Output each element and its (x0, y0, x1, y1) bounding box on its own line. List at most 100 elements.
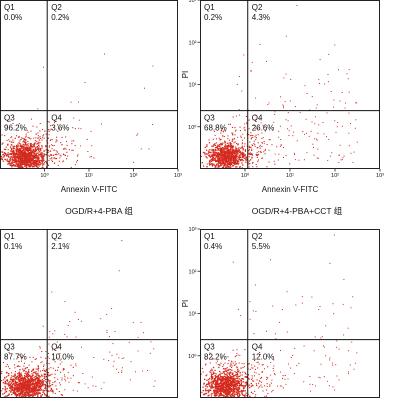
event-dot (241, 391, 243, 393)
event-dot (19, 365, 21, 367)
event-dot (28, 158, 31, 161)
event-dot (49, 140, 51, 142)
event-dot (230, 372, 232, 374)
event-dot (40, 155, 42, 157)
event-dot (248, 148, 250, 150)
event-dot (217, 383, 219, 385)
event-dot (22, 378, 24, 380)
event-dot (121, 367, 123, 369)
event-dot (26, 387, 28, 389)
event-dot (237, 368, 239, 370)
event-dot (44, 373, 46, 375)
event-dot (223, 161, 225, 164)
event-dot (339, 100, 341, 102)
event-dot (244, 143, 246, 145)
event-dot (252, 385, 254, 387)
event-dot (217, 378, 219, 380)
event-dot (227, 377, 229, 379)
event-dot (269, 384, 271, 386)
event-dot (228, 144, 230, 146)
event-dot (36, 393, 38, 395)
event-dot (237, 373, 239, 375)
event-dot (30, 376, 32, 378)
event-dot (202, 165, 205, 167)
event-dot (212, 155, 214, 157)
event-dot (121, 371, 122, 373)
event-dot (42, 163, 44, 165)
event-dot (18, 154, 20, 156)
event-dot (264, 150, 266, 152)
event-dot (285, 35, 287, 37)
event-dot (18, 166, 20, 168)
event-dot (23, 381, 26, 383)
event-dot (235, 159, 237, 161)
event-dot (9, 140, 11, 142)
event-dot (5, 396, 7, 398)
event-dot (218, 154, 220, 156)
event-dot (17, 160, 20, 162)
event-dot (27, 158, 29, 160)
event-dot (35, 388, 37, 390)
event-dot (211, 158, 214, 160)
event-dot (89, 156, 91, 158)
event-dot (29, 156, 31, 158)
event-dot (240, 315, 242, 317)
event-dot (52, 367, 54, 369)
event-dot (20, 146, 23, 148)
event-dot (52, 391, 54, 393)
event-dot (212, 386, 214, 388)
event-dot (237, 374, 239, 376)
event-dot (16, 135, 18, 137)
event-dot (55, 150, 57, 152)
event-dot (87, 151, 89, 153)
event-dot (20, 145, 23, 147)
event-dot (12, 145, 14, 147)
event-dot (14, 371, 16, 373)
event-dot (17, 385, 19, 388)
event-dot (233, 162, 236, 164)
event-dot (18, 158, 20, 160)
event-dot (219, 162, 221, 164)
event-dot (203, 383, 205, 385)
event-dot (233, 381, 235, 383)
event-dot (214, 159, 217, 161)
event-dot (206, 144, 208, 146)
event-dot (261, 364, 263, 366)
event-dot (282, 387, 284, 389)
event-dot (224, 160, 226, 162)
event-dot (15, 385, 17, 387)
event-dot (5, 382, 7, 384)
y-tick-label: 10² (189, 269, 197, 275)
event-dot (311, 296, 313, 298)
event-dot (249, 163, 251, 165)
event-dot (32, 372, 34, 374)
event-dot (348, 371, 349, 373)
event-dot (11, 166, 13, 168)
event-dot (54, 377, 56, 379)
event-dot (244, 155, 246, 157)
event-dot (232, 161, 234, 163)
event-dot (217, 159, 219, 161)
event-dot (343, 155, 345, 157)
event-dot (353, 368, 355, 370)
event-dot (245, 376, 247, 378)
event-dot (28, 387, 30, 389)
event-dot (224, 390, 227, 393)
event-dot (264, 385, 266, 387)
event-dot (232, 389, 235, 391)
event-dot (8, 156, 10, 158)
event-dot (229, 152, 231, 154)
event-dot (2, 151, 4, 153)
event-dot (21, 385, 23, 387)
event-dot (243, 156, 245, 158)
event-dot (34, 140, 36, 142)
event-dot (229, 163, 231, 165)
event-dot (11, 388, 14, 390)
event-dot (319, 59, 321, 61)
event-dot (30, 383, 32, 385)
event-dot (241, 152, 243, 154)
event-dot (250, 382, 252, 385)
event-dot (30, 165, 32, 168)
event-dot (224, 142, 226, 144)
event-dot (26, 388, 28, 390)
